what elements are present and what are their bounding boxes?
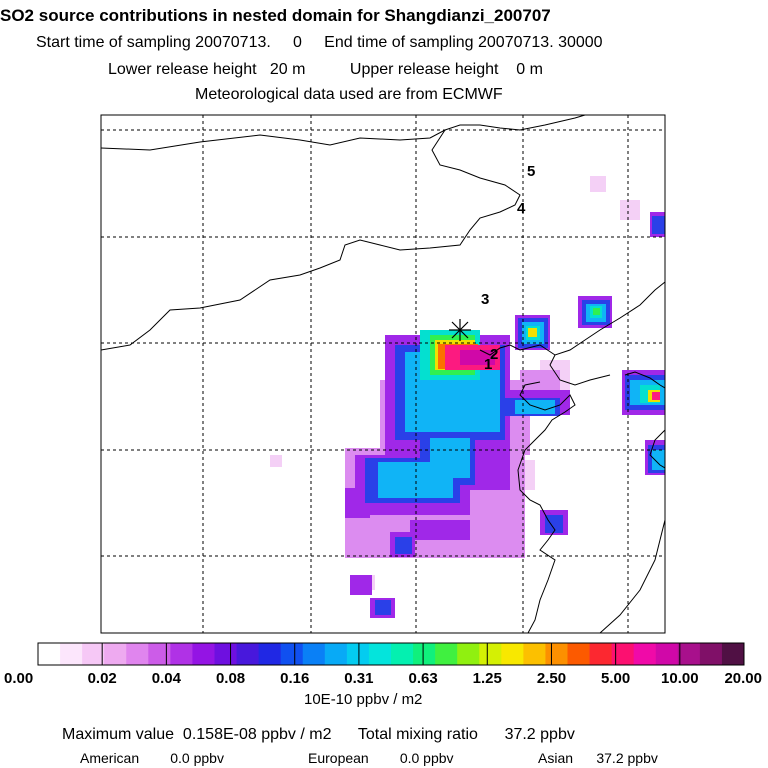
colorbar-swatch bbox=[258, 643, 282, 665]
colorbar-swatch bbox=[501, 643, 524, 665]
marker-label-4: 4 bbox=[517, 200, 526, 217]
colorbar-unit-label: 10E-10 ppbv / m2 bbox=[304, 691, 423, 708]
colorbar-swatch bbox=[214, 643, 238, 665]
colorbar-swatch bbox=[324, 643, 348, 665]
colorbar-swatch bbox=[435, 643, 458, 665]
marker-label-1: 1 bbox=[484, 356, 492, 373]
colorbar-swatch bbox=[170, 643, 193, 665]
colorbar-swatch bbox=[413, 643, 436, 665]
colorbar-swatch bbox=[104, 643, 127, 665]
colorbar-tick-label: 0.04 bbox=[152, 670, 182, 687]
map-frame bbox=[100, 114, 666, 634]
colorbar-swatch bbox=[523, 643, 546, 665]
colorbar-tick-label: 0.16 bbox=[280, 670, 309, 687]
colorbar-swatch bbox=[280, 643, 304, 665]
colorbar bbox=[37, 642, 745, 666]
sampling-time-line: Start time of sampling 20070713. 0 End t… bbox=[36, 34, 603, 51]
colorbar-tick-label: 20.00 bbox=[724, 670, 762, 687]
colorbar-tick-label: 0.63 bbox=[408, 670, 437, 687]
american-contribution: American 0.0 ppbv bbox=[80, 750, 224, 766]
marker-label-3: 3 bbox=[481, 291, 489, 308]
marker-label-2: 2 bbox=[490, 346, 498, 363]
colorbar-swatch bbox=[457, 643, 480, 665]
colorbar-swatch bbox=[545, 643, 568, 665]
colorbar-swatch bbox=[236, 643, 260, 665]
colorbar-swatch bbox=[391, 643, 414, 665]
colorbar-tick-label: 10.00 bbox=[661, 670, 699, 687]
colorbar-swatch bbox=[633, 643, 657, 665]
colorbar-tick-labels: 0.00 0.02 0.04 0.08 0.16 0.31 0.63 1.25 2.50 5.00… bbox=[4, 670, 762, 687]
colorbar-swatch bbox=[368, 643, 392, 665]
colorbar-swatch bbox=[677, 643, 701, 665]
colorbar-swatch bbox=[567, 643, 591, 665]
european-contribution: European 0.0 ppbv bbox=[308, 750, 454, 766]
colorbar-tick-label: 0.00 bbox=[4, 670, 33, 687]
colorbar-swatch bbox=[126, 643, 149, 665]
colorbar-swatch bbox=[346, 643, 370, 665]
colorbar-tick-label: 0.02 bbox=[88, 670, 117, 687]
chart-title: SO2 source contributions in nested domai… bbox=[0, 6, 551, 25]
colorbar-tick-label: 5.00 bbox=[601, 670, 630, 687]
colorbar-swatch bbox=[611, 643, 635, 665]
marker-label-5: 5 bbox=[527, 163, 535, 180]
asian-contribution: Asian 37.2 ppbv bbox=[538, 750, 658, 766]
map-gridlines bbox=[101, 115, 665, 633]
colorbar-swatch bbox=[655, 643, 679, 665]
receptor-site-marker bbox=[449, 319, 471, 341]
colorbar-tick-label: 0.08 bbox=[216, 670, 245, 687]
max-value-line: Maximum value 0.158E-08 ppbv / m2 Total … bbox=[62, 726, 575, 743]
colorbar-swatch bbox=[589, 643, 613, 665]
colorbar-swatch bbox=[60, 643, 83, 665]
release-height-line: Lower release height 20 m Upper release … bbox=[108, 61, 543, 78]
colorbar-swatch bbox=[82, 643, 105, 665]
colorbar-swatch bbox=[302, 643, 326, 665]
colorbar-swatch bbox=[721, 643, 745, 665]
met-data-line: Meteorological data used are from ECMWF bbox=[195, 86, 503, 103]
colorbar-border bbox=[37, 642, 745, 666]
colorbar-swatch bbox=[699, 643, 723, 665]
colorbar-swatch bbox=[38, 643, 61, 665]
colorbar-swatch bbox=[192, 643, 215, 665]
colorbar-tick-label: 2.50 bbox=[537, 670, 566, 687]
map-coastlines bbox=[101, 115, 665, 633]
colorbar-swatch bbox=[479, 643, 502, 665]
colorbar-tick-label: 0.31 bbox=[344, 670, 373, 687]
colorbar-tick-label: 1.25 bbox=[473, 670, 502, 687]
concentration-field bbox=[270, 176, 665, 618]
colorbar-swatch bbox=[148, 643, 171, 665]
